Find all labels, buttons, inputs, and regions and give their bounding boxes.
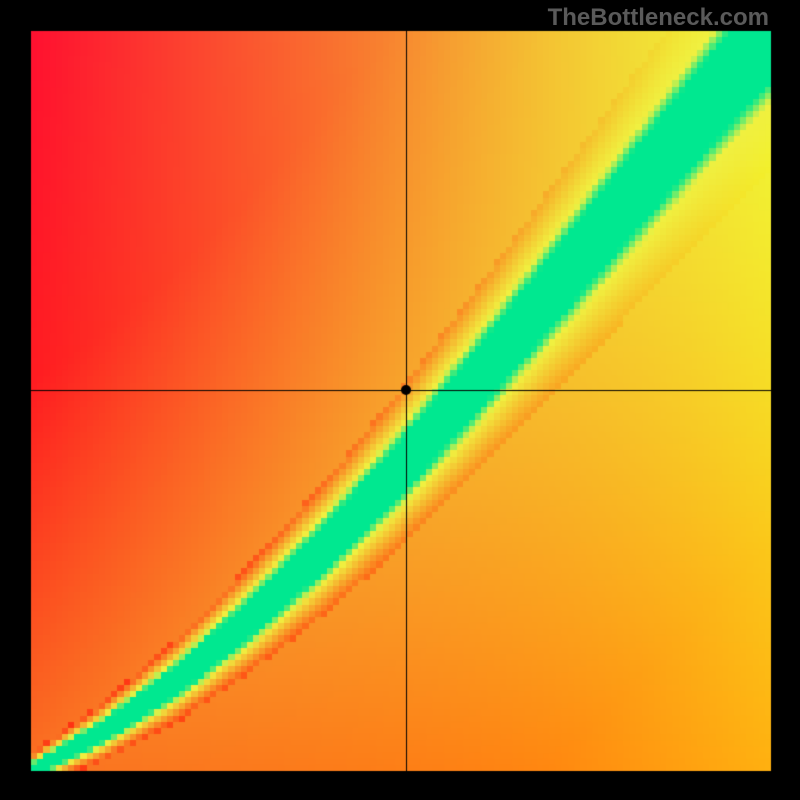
bottleneck-heatmap-canvas <box>0 0 800 800</box>
chart-container: TheBottleneck.com <box>0 0 800 800</box>
watermark-text: TheBottleneck.com <box>548 4 769 32</box>
